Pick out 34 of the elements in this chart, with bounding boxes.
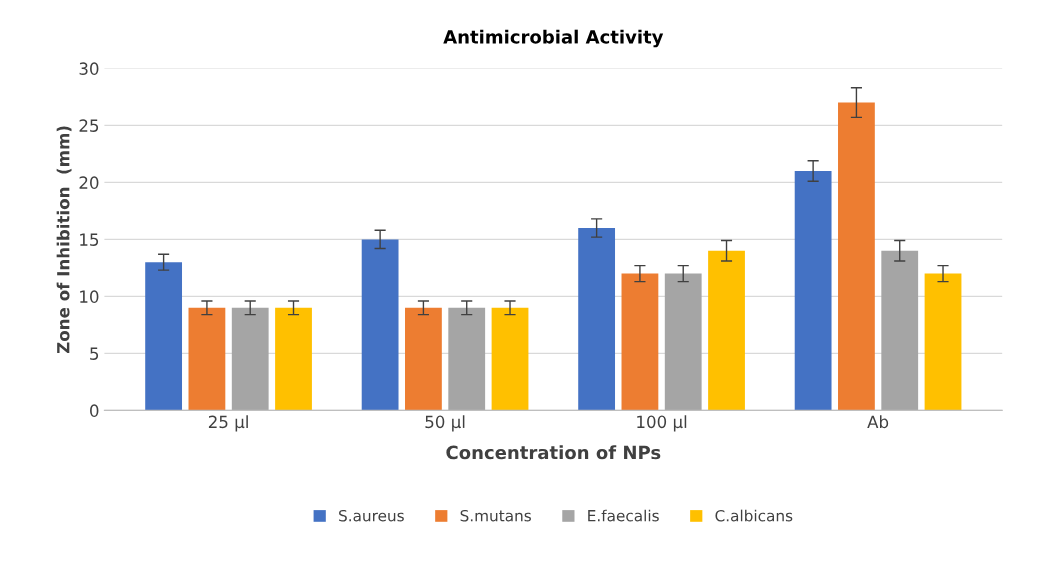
- x-tick-label: 25 µl: [208, 415, 248, 432]
- x-axis-title: Concentration of NPs: [446, 445, 661, 460]
- y-tick-label: 0: [90, 404, 99, 417]
- x-tick-label: 100 µl: [637, 415, 687, 432]
- bar: [838, 102, 875, 411]
- x-tick-label: 50 µl: [425, 415, 465, 432]
- y-tick-label: 25: [79, 119, 99, 132]
- x-tick-label: Ab: [867, 415, 889, 429]
- y-tick-label: 30: [79, 62, 99, 75]
- y-tick-label: 5: [90, 347, 99, 360]
- y-tick-label: 20: [79, 176, 99, 189]
- bar: [448, 307, 486, 411]
- bar: [145, 262, 183, 411]
- bar: [708, 250, 745, 411]
- bar: [881, 250, 919, 411]
- legend-label: S.mutans: [460, 509, 531, 522]
- bar: [621, 273, 659, 411]
- bar: [924, 273, 962, 411]
- legend-label: C.albicans: [715, 509, 793, 522]
- bar: [491, 307, 529, 411]
- legend-label: E.faecalis: [588, 509, 659, 522]
- chart-title: Antimicrobial Activity: [443, 29, 664, 48]
- bar: [361, 239, 399, 411]
- bar: [231, 307, 269, 411]
- y-tick-label: 15: [80, 233, 99, 246]
- bar: [664, 273, 702, 411]
- y-tick-label: 10: [80, 290, 99, 303]
- bar: [578, 228, 616, 411]
- y-axis-title: Zone of Inhibition (mm): [56, 126, 72, 354]
- legend-label: S.aureus: [339, 509, 404, 522]
- bar: [275, 307, 312, 411]
- bar: [794, 171, 832, 411]
- bar: [188, 307, 226, 411]
- bar: [405, 307, 442, 411]
